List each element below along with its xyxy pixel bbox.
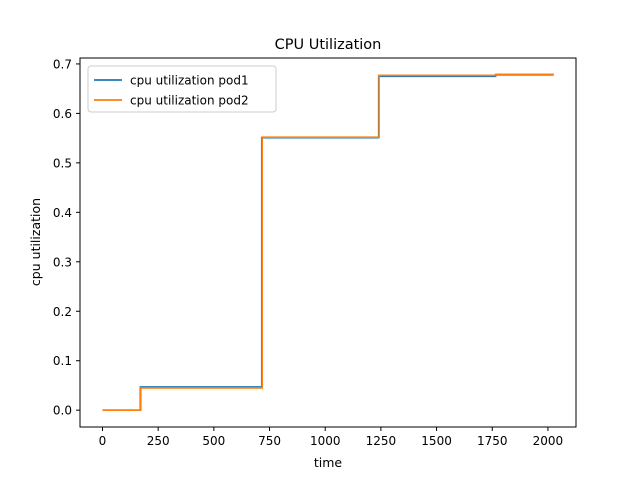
- legend-label-pod2: cpu utilization pod2: [130, 94, 249, 108]
- legend-label-pod1: cpu utilization pod1: [130, 74, 249, 88]
- plot-area: [102, 73, 554, 411]
- legend-box: [87, 65, 277, 113]
- axes: 0 250 500 750 1000 1250 1500 1750 2000 0.0 0.1 0.2 0…: [53, 57, 577, 448]
- x-tick-label: 1750: [477, 434, 508, 448]
- x-tick-label: 1500: [421, 434, 452, 448]
- y-tick-label: 0.7: [53, 57, 72, 71]
- x-tick-label: 750: [258, 434, 281, 448]
- y-tick-label: 0.3: [53, 255, 72, 269]
- legend: cpu utilization pod1 cpu utilization pod2: [87, 65, 277, 113]
- x-tick-label: 250: [147, 434, 170, 448]
- y-tick-label: 0.0: [53, 404, 72, 418]
- y-tick-label: 0.4: [53, 206, 72, 220]
- x-tick-label: 2000: [533, 434, 564, 448]
- y-tick-label: 0.1: [53, 354, 72, 368]
- x-tick-label: 500: [202, 434, 225, 448]
- axes-frame: [79, 57, 577, 428]
- y-tick-label: 0.2: [53, 305, 72, 319]
- y-axis-label: cpu utilization: [28, 198, 43, 286]
- x-tick-label: 1250: [366, 434, 397, 448]
- y-tick-label: 0.6: [53, 107, 72, 121]
- x-tick-label: 0: [99, 434, 107, 448]
- x-axis-label: time: [314, 455, 343, 470]
- series-line-pod2: [102, 73, 554, 411]
- y-tick-label: 0.5: [53, 156, 72, 170]
- x-tick-label: 1000: [310, 434, 341, 448]
- chart-title: CPU Utilization: [275, 37, 382, 53]
